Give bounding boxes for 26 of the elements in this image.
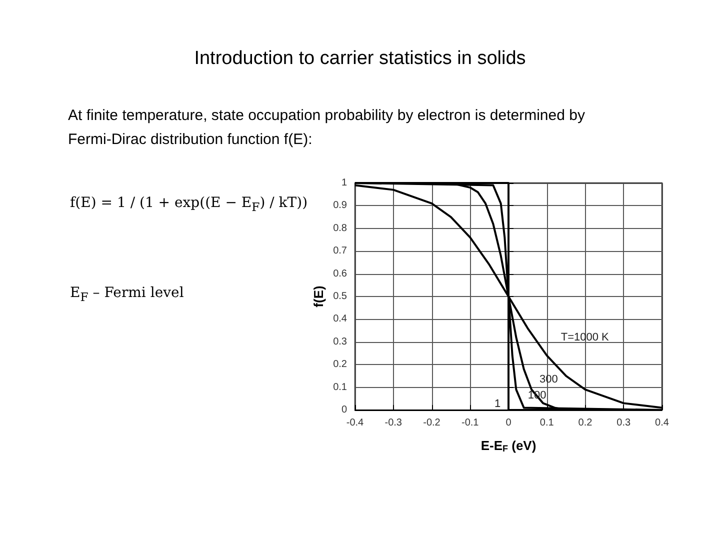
annotation: 1 [494, 398, 501, 410]
y-tick-label: 0.5 [333, 291, 348, 302]
x-tick-label: -0.4 [346, 418, 364, 428]
chart-title: Introduction to carrier statistics in solids [193, 48, 527, 70]
y-tick-label: 0.4 [333, 314, 348, 325]
y-tick-label: 0 [341, 404, 348, 416]
y-tick-label: 0.1 [333, 382, 348, 393]
chart-subtitle: At finite temperature, state occupation probability by electron is determined by Fermi-Dirac distribution function f(E): [68, 106, 586, 150]
x-tick-label: -0.2 [423, 418, 441, 428]
y-tick-label: 0.3 [333, 336, 348, 348]
y-tick-label: 0.2 [333, 359, 348, 370]
x-tick-label: 0.4 [655, 418, 670, 428]
y-tick-label: 0.8 [333, 222, 348, 234]
x-tick-label: 0.1 [540, 418, 554, 428]
y-axis-title: f(E) [311, 286, 326, 308]
y-tick-label: 1 [341, 178, 348, 188]
y-tick-label: 0.6 [333, 268, 348, 280]
x-tick-label: 0 [506, 418, 512, 428]
x-tick-label: -0.1 [462, 418, 480, 428]
text: E$_{F}$ – Fermi level [70, 285, 184, 304]
y-tick-label: 0.9 [333, 200, 348, 212]
y-tick-label: 0.7 [333, 246, 348, 257]
x-tick-label: -0.3 [384, 418, 402, 428]
x-tick-label: 0.3 [616, 418, 632, 428]
text: f(E) = 1 / (1 + exp((E − E$_{F}$) / kT)) [70, 195, 308, 214]
x-tick-label: 0.2 [578, 418, 593, 428]
